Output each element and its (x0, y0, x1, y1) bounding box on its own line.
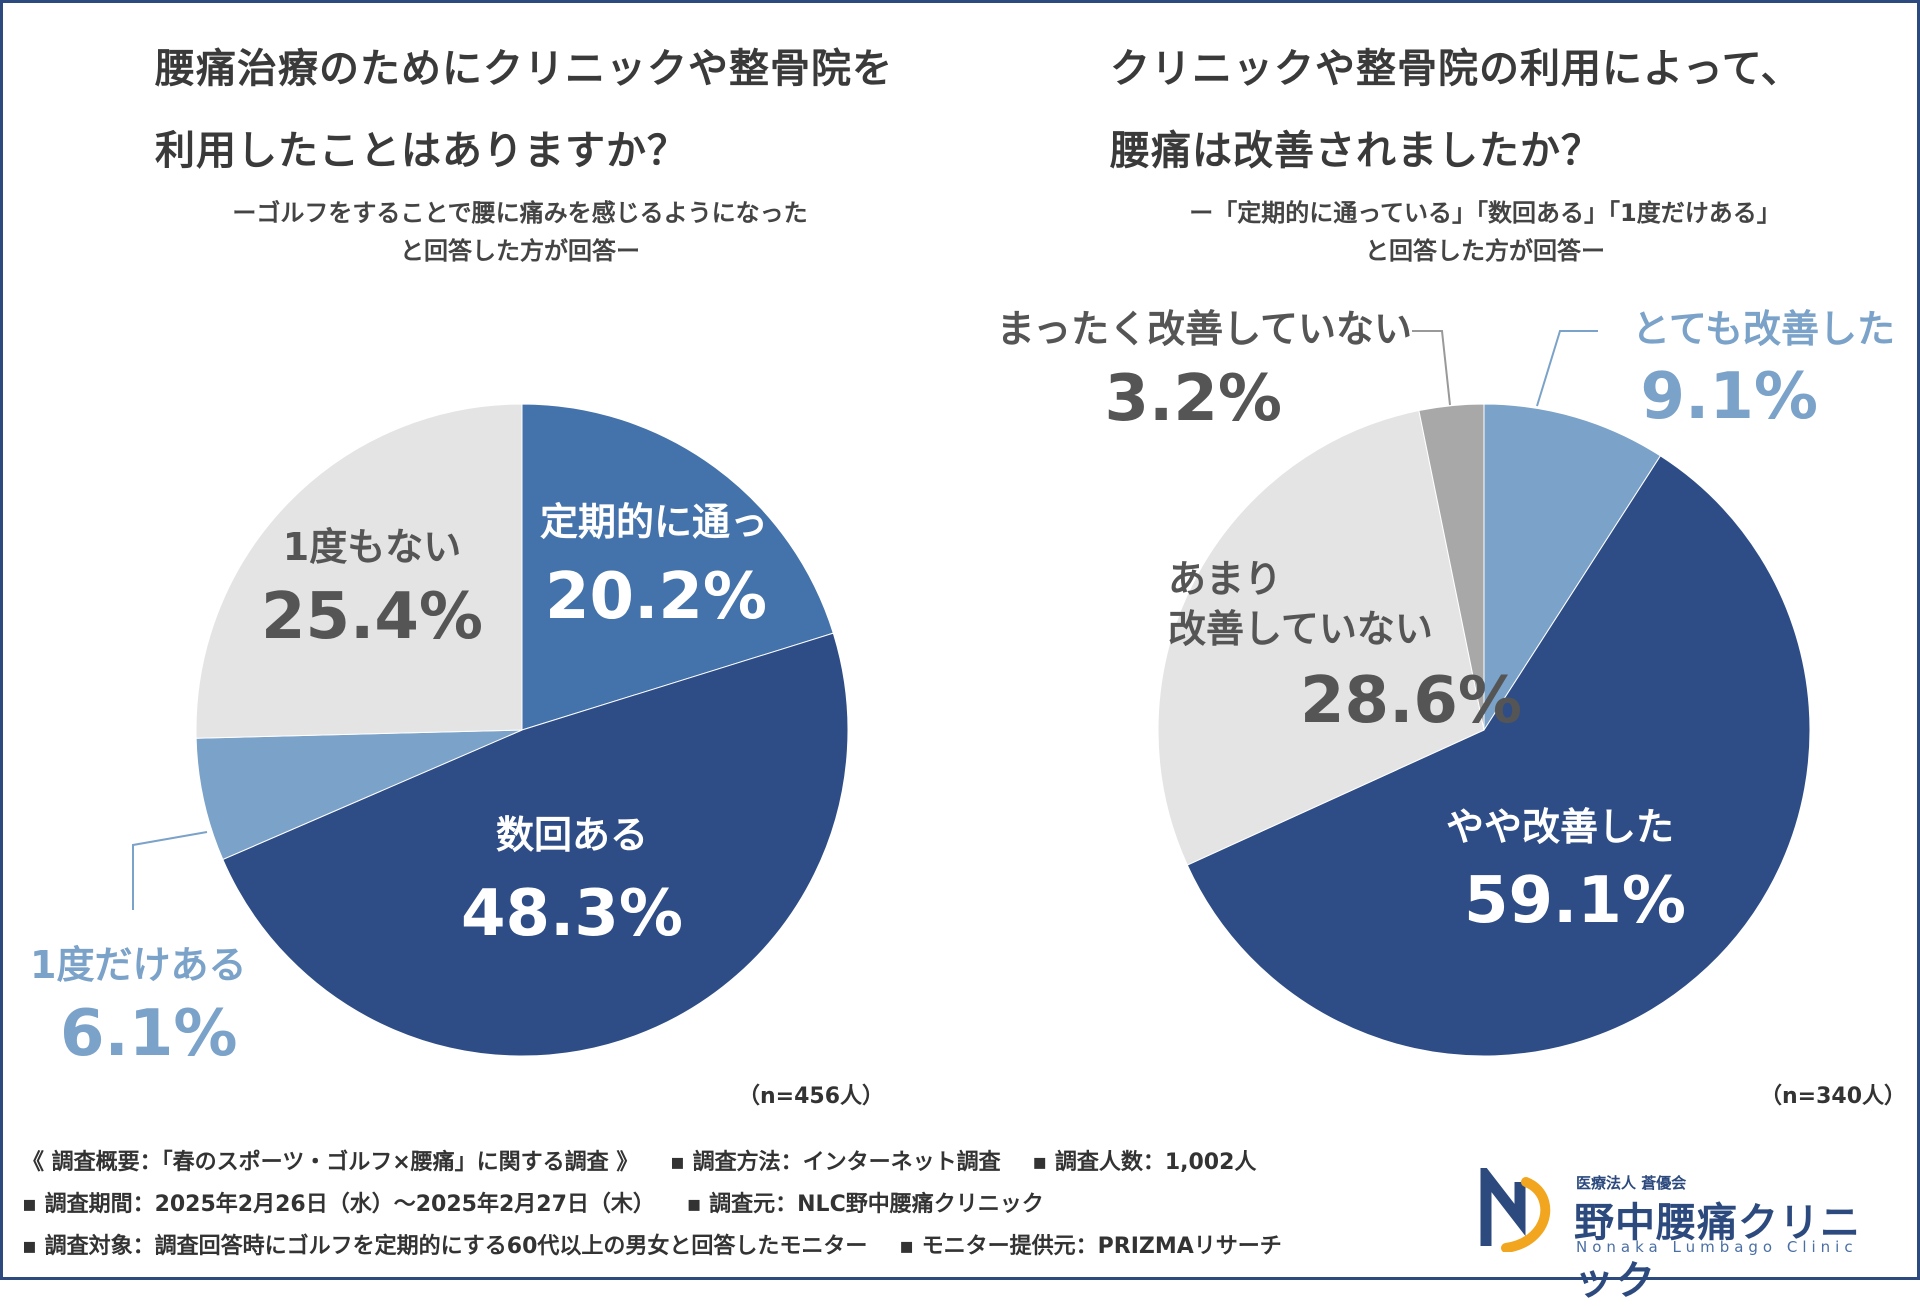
survey-footer: 《 調査概要：「春のスポーツ・ゴルフ×腰痛」に関する調査 》 ▪ 調査方法：イン… (22, 1142, 1482, 1268)
right-subtitle-line1: ー「定期的に通っている」「数回ある」「1度だけある」 (1189, 199, 1781, 227)
left-slice-label-2: 数回ある (496, 813, 648, 857)
right-slice-label-3: 改善していない (1168, 607, 1433, 651)
left-subtitle-line1: ーゴルフをすることで腰に痛みを感じるようになった (232, 199, 808, 227)
left-slice-value-1: 20.2% (545, 560, 767, 634)
left-subtitle-line2: と回答した方が回答ー (400, 237, 640, 265)
footer-survey-summary: 《 調査概要：「春のスポーツ・ゴルフ×腰痛」に関する調査 》 (22, 1150, 639, 1175)
left-title-line1: 腰痛治療のためにクリニックや整骨院を (155, 46, 893, 92)
right-slice-label-1: とても改善した (1632, 307, 1895, 351)
right-leader-line-1 (1536, 330, 1598, 407)
right-slice-label-3: あまり (1168, 557, 1282, 601)
footer-row-2: ▪ 調査期間：2025年2月26日（水）～2025年2月27日（木） ▪ 調査元… (22, 1184, 1482, 1226)
footer-survey-period: ▪ 調査期間：2025年2月26日（水）～2025年2月27日（木） (22, 1192, 655, 1217)
right-pie-slice-2 (1186, 455, 1811, 1057)
left-title-line2: 利用したことはありますか？ (155, 128, 688, 174)
clinic-logo-mark-icon (1480, 1168, 1551, 1252)
footer-monitor-provider: ▪ モニター提供元：PRIZMAリサーチ (899, 1234, 1282, 1259)
right-pie-slice-4 (1418, 403, 1485, 731)
left-slice-value-4: 25.4% (261, 580, 483, 654)
right-slice-value-4: 3.2% (1105, 362, 1283, 436)
right-pie-slice-3 (1157, 409, 1485, 866)
footer-row-1: 《 調査概要：「春のスポーツ・ゴルフ×腰痛」に関する調査 》 ▪ 調査方法：イン… (22, 1142, 1482, 1184)
footer-row-3: ▪ 調査対象：調査回答時にゴルフを定期的にする60代以上の男女と回答したモニター… (22, 1226, 1482, 1268)
right-slice-value-2: 59.1% (1464, 864, 1686, 938)
right-subtitle-line2: と回答した方が回答ー (1365, 237, 1605, 265)
footer-survey-target: ▪ 調査対象：調査回答時にゴルフを定期的にする60代以上の男女と回答したモニター (22, 1234, 868, 1259)
clinic-logo-english: Nonaka Lumbago Clinic (1576, 1238, 1858, 1256)
right-slice-label-2: やや改善した (1446, 805, 1674, 849)
left-pie-slice-1 (521, 403, 834, 731)
pie-charts: 定期的に通っている 20.2% 数回ある 48.3% 1度だけある 6.1% 1度もない 25… (30, 307, 1895, 1071)
left-slice-label-4: 1度もない (283, 525, 461, 569)
left-slice-label-1: 定期的に通っている (540, 500, 880, 544)
right-title-line1: クリニックや整骨院の利用によって、 (1110, 46, 1802, 92)
left-slice-label-3: 1度だけある (30, 943, 246, 987)
clinic-logo: 医療法人 蒼優会 野中腰痛クリニック Nonaka Lumbago Clinic (1480, 1168, 1900, 1304)
right-chart-title: クリニックや整骨院の利用によって、 腰痛は改善されましたか？ (1110, 28, 1802, 192)
right-pie-slice-1 (1483, 403, 1662, 732)
footer-survey-source: ▪ 調査元：NLC野中腰痛クリニック (686, 1192, 1044, 1217)
right-title-line2: 腰痛は改善されましたか？ (1110, 128, 1602, 174)
left-pie-slice-3 (195, 729, 523, 861)
left-chart-subtitle: ーゴルフをすることで腰に痛みを感じるようになった と回答した方が回答ー (120, 194, 920, 270)
left-chart-title: 腰痛治療のためにクリニックや整骨院を 利用したことはありますか？ (155, 28, 893, 192)
footer-survey-count: ▪ 調査人数：1,002人 (1032, 1150, 1257, 1175)
footer-survey-method: ▪ 調査方法：インターネット調査 (670, 1150, 1001, 1175)
right-leader-line-4 (1412, 330, 1451, 406)
right-slice-value-1: 9.1% (1641, 360, 1819, 434)
left-leader-line-3 (132, 831, 208, 910)
right-chart-subtitle: ー「定期的に通っている」「数回ある」「1度だけある」 と回答した方が回答ー (1085, 194, 1885, 270)
clinic-logo-org: 医療法人 蒼優会 (1576, 1174, 1687, 1192)
left-slice-value-2: 48.3% (461, 877, 683, 951)
left-pie-slice-2 (222, 632, 849, 1057)
right-slice-label-4: まったく改善していない (997, 307, 1412, 351)
left-sample-size: （n=456人） (738, 1084, 885, 1109)
right-sample-size: （n=340人） (1760, 1084, 1907, 1109)
right-slice-value-3: 28.6% (1300, 664, 1522, 738)
left-slice-value-3: 6.1% (60, 997, 238, 1071)
left-pie-slice-4 (195, 403, 523, 739)
